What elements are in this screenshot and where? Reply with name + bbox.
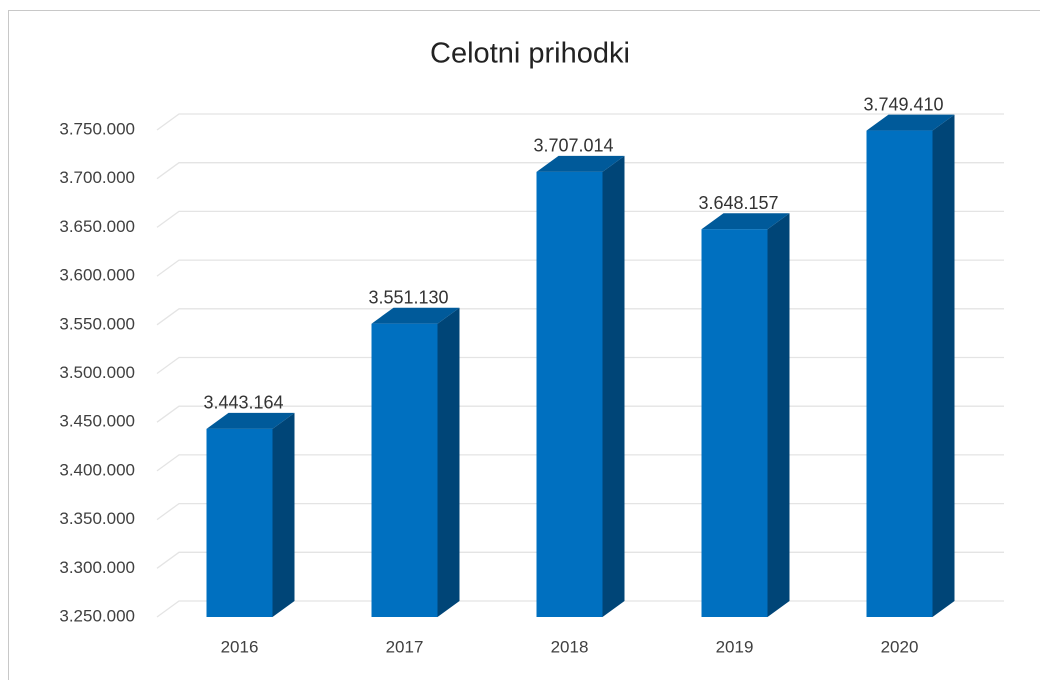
value-label: 3.707.014 <box>533 136 613 156</box>
y-tick-label: 3.700.000 <box>59 168 135 187</box>
bar <box>206 428 273 617</box>
bar-top <box>866 114 955 131</box>
y-tick-label: 3.600.000 <box>59 266 135 285</box>
y-tick-label: 3.350.000 <box>59 509 135 528</box>
y-tick-label: 3.500.000 <box>59 363 135 382</box>
bar-side <box>932 114 955 618</box>
x-tick-label: 2018 <box>551 637 589 656</box>
grid-line <box>156 113 1004 131</box>
bar <box>371 323 438 617</box>
bar-side <box>437 307 460 617</box>
chart-title: Celotni prihodki <box>430 38 630 70</box>
bar-side <box>767 213 790 618</box>
bar-top <box>536 155 625 172</box>
x-tick-label: 2020 <box>881 637 919 656</box>
y-tick-label: 3.750.000 <box>59 119 135 138</box>
x-tick-label: 2016 <box>221 637 259 656</box>
grid-line <box>156 210 1004 228</box>
bar <box>701 229 768 618</box>
bar-side <box>272 412 295 617</box>
bar <box>536 171 603 618</box>
bar-top <box>206 412 295 429</box>
y-tick-label: 3.650.000 <box>59 217 135 236</box>
value-label: 3.749.410 <box>863 94 943 114</box>
y-tick-label: 3.300.000 <box>59 558 135 577</box>
y-tick-label: 3.550.000 <box>59 314 135 333</box>
x-tick-label: 2017 <box>386 637 424 656</box>
value-label: 3.443.164 <box>203 393 283 413</box>
y-tick-label: 3.400.000 <box>59 460 135 479</box>
bar-top <box>371 307 460 324</box>
x-tick-label: 2019 <box>716 637 754 656</box>
bar-top <box>701 213 790 230</box>
y-tick-label: 3.450.000 <box>59 412 135 431</box>
bar-side <box>602 155 625 618</box>
grid-line <box>156 162 1004 180</box>
bar <box>866 130 933 618</box>
y-tick-label: 3.250.000 <box>59 606 135 625</box>
value-label: 3.551.130 <box>368 287 448 307</box>
value-label: 3.648.157 <box>698 193 778 213</box>
